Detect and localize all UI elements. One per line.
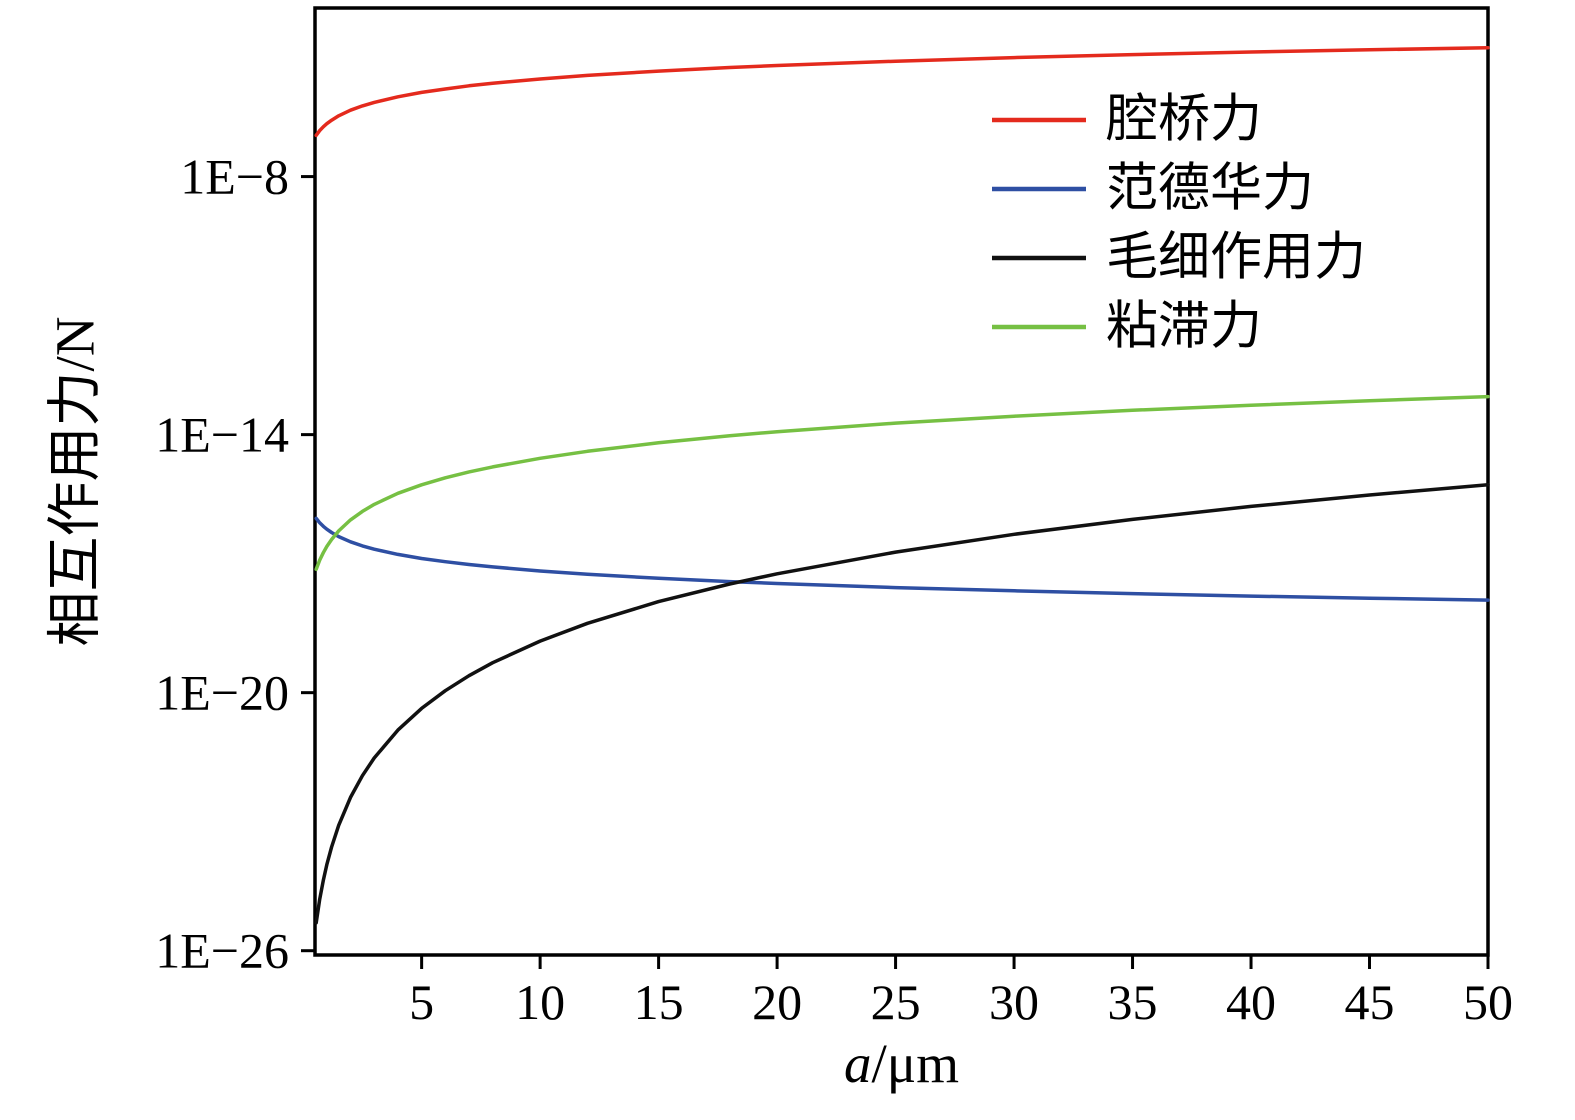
x-tick-label: 30 [989, 974, 1039, 1030]
legend-label: 腔桥力 [1106, 92, 1262, 149]
series-line-3 [314, 394, 1490, 572]
y-tick-label: 1E−26 [155, 923, 289, 979]
x-tick-label: 25 [871, 974, 921, 1030]
series-line-1 [314, 516, 1490, 602]
x-tick-label: 40 [1226, 974, 1276, 1030]
x-tick-label: 35 [1108, 974, 1158, 1030]
y-axis-title: 相互作用力/N [45, 316, 106, 646]
legend-label: 粘滞力 [1106, 299, 1262, 356]
series-line-0 [314, 45, 1490, 138]
legend-label: 毛细作用力 [1106, 230, 1366, 287]
series-line-2 [314, 482, 1490, 925]
y-tick-label: 1E−8 [180, 149, 289, 205]
y-tick-label: 1E−14 [155, 407, 289, 463]
x-tick-label: 5 [409, 974, 434, 1030]
x-tick-label: 15 [634, 974, 684, 1030]
plot-frame [313, 6, 1490, 957]
y-tick-label: 1E−20 [155, 665, 289, 721]
x-tick-label: 20 [752, 974, 802, 1030]
x-tick-label: 10 [515, 974, 565, 1030]
x-tick-label: 50 [1463, 974, 1513, 1030]
x-axis-title-symbol: a [844, 1033, 872, 1094]
x-tick-label: 45 [1345, 974, 1395, 1030]
x-axis-title: a/μm [844, 1033, 959, 1094]
legend-label: 范德华力 [1106, 161, 1314, 218]
x-axis-title-unit: /μm [871, 1033, 959, 1094]
